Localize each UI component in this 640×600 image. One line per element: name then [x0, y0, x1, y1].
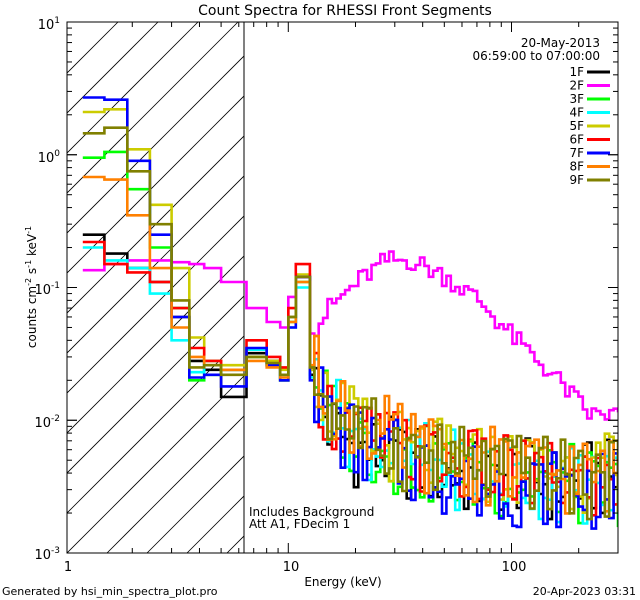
hatch-line [67, 175, 244, 354]
hatch-line [67, 295, 244, 474]
legend-label-4F: 4F [569, 106, 584, 120]
footer-timestamp: 20-Apr-2023 03:31 [533, 585, 636, 598]
hatch-line [67, 22, 239, 194]
series-layer [82, 96, 618, 530]
legend-label-8F: 8F [569, 160, 584, 174]
footer-generated-by: Generated by hsi_min_spectra_plot.pro [2, 585, 218, 598]
hatch-line [67, 55, 244, 234]
legend-label-5F: 5F [569, 119, 584, 133]
series-line-9F [82, 126, 618, 521]
hatch-line [67, 255, 244, 434]
annotation-background: Includes Background [249, 505, 374, 519]
legend-label-9F: 9F [569, 173, 584, 187]
axis-ticks [67, 21, 619, 554]
y-tick-label-1e-2: 10-2 [34, 414, 60, 431]
x-tick-label-100: 100 [502, 560, 527, 575]
x-tick-labels: 1 10 100 [64, 560, 527, 575]
y-tick-label-1e-3: 10-3 [34, 546, 60, 563]
hatch-line [67, 135, 244, 314]
y-axis-label: counts cm-2 s-1 keV-1 [24, 226, 39, 348]
legend-label-2F: 2F [569, 79, 584, 93]
date-label: 20-May-2013 [521, 36, 600, 50]
hatch-line [67, 375, 244, 553]
hatch-line [67, 95, 244, 274]
y-tick-label-1e1: 101 [38, 16, 60, 33]
y-tick-labels: 101 100 10-1 10-2 10-3 [34, 16, 60, 563]
x-tick-label-1: 1 [64, 560, 72, 575]
legend-label-6F: 6F [569, 133, 584, 147]
legend-label-3F: 3F [569, 92, 584, 106]
hatch-line [67, 22, 159, 114]
hatch-line [106, 415, 244, 553]
x-tick-label-10: 10 [283, 560, 300, 575]
annotation-attenuator: Att A1, FDecim 1 [249, 517, 350, 531]
hatch-line [67, 335, 244, 514]
hatch-line [627, 22, 640, 553]
legend-label-1F: 1F [569, 65, 584, 79]
x-axis-label: Energy (keV) [304, 575, 381, 589]
chart-title: Count Spectra for RHESSI Front Segments [198, 3, 492, 19]
time-range-label: 06:59:00 to 07:00:00 [473, 49, 600, 63]
y-tick-label-1e0: 100 [38, 149, 61, 166]
y-tick-label-1e-1: 10-1 [34, 281, 60, 298]
hatch-line [146, 455, 244, 553]
legend-label-7F: 7F [569, 146, 584, 160]
